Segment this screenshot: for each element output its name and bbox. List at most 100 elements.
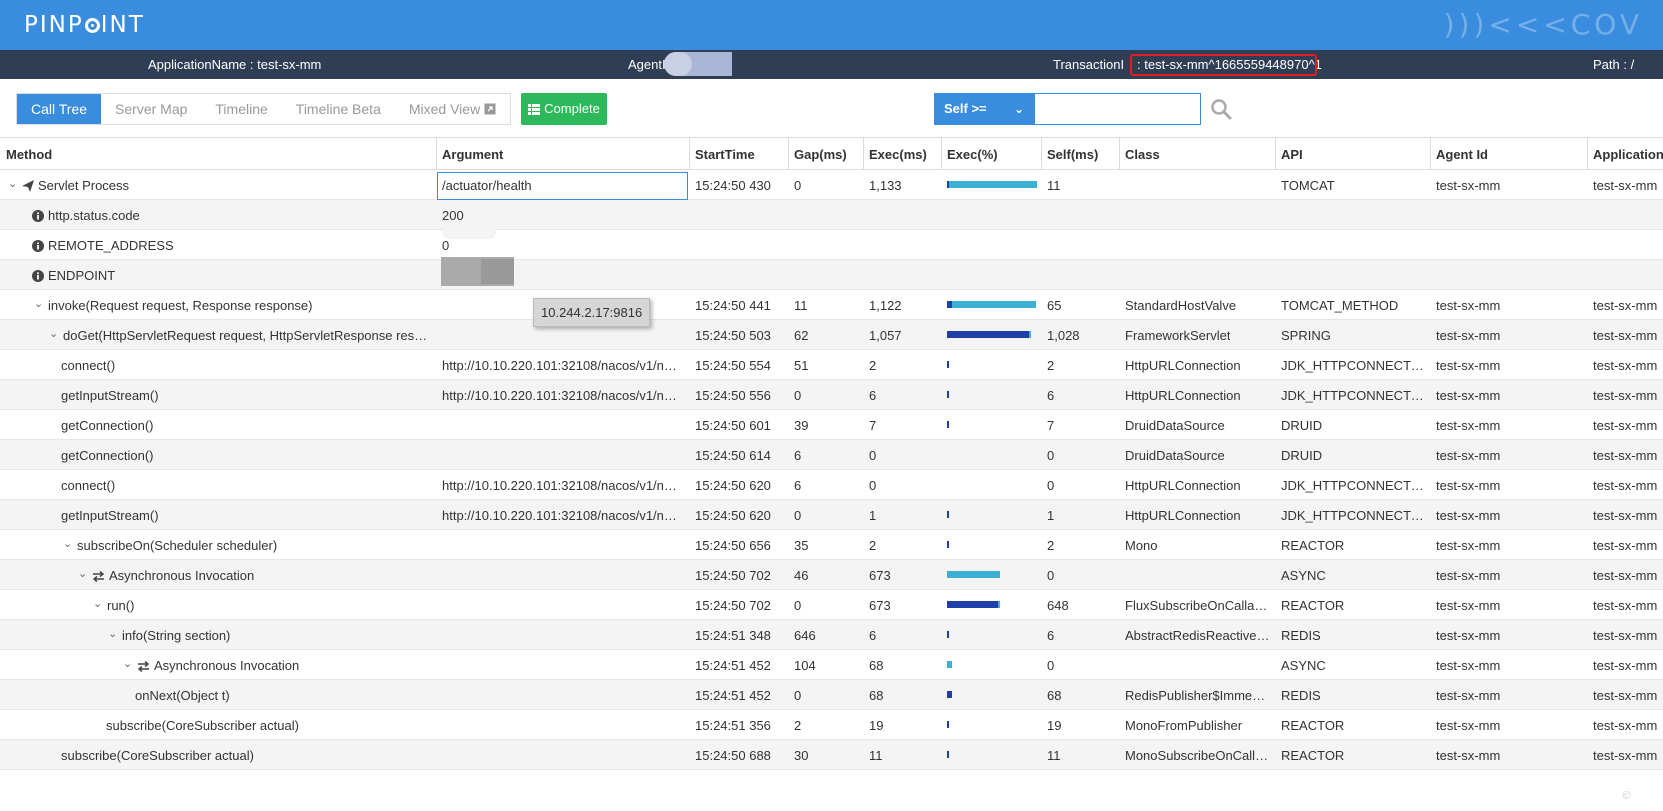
self-filter: Self >= ⌄ [934,93,1201,125]
col-starttime[interactable]: StartTime [695,147,755,162]
cell-method: getInputStream() [61,508,159,523]
self-bar-fill [947,511,949,518]
table-row[interactable]: getConnection() 15:24:50 601 39 7 7 DruidData… [0,410,1663,440]
table-row[interactable]: connect() http://10.10.220.101:32108/naco… [0,470,1663,500]
complete-button[interactable]: Complete [521,93,607,125]
tab-timeline[interactable]: Timeline [215,101,268,117]
table-row[interactable]: ⌄ invoke(Request request, Response respon… [0,290,1663,320]
cell-exec: 11 [869,748,883,763]
cell-application: test-sx-mm [1593,508,1658,523]
table-row[interactable]: subscribe(CoreSubscriber actual) 15:24:51… [0,710,1663,740]
cell-argument: http://10.10.220.101:32108/nacos/v1/ns/.… [442,388,682,403]
cell-method: invoke(Request request, Response respons… [48,298,313,313]
cell-argument: http://10.10.220.101:32108/nacos/v1/ns/.… [442,358,682,373]
tab-call-tree[interactable]: Call Tree [17,94,102,124]
col-api[interactable]: API [1281,147,1303,162]
cell-exec: 6 [869,628,877,643]
col-argument[interactable]: Argument [442,147,504,162]
table-row[interactable]: ⌄ subscribeOn(Scheduler scheduler) 15:24:5… [0,530,1663,560]
table-row[interactable]: ⌄ doGet(HttpServletRequest request, HttpS… [0,320,1663,350]
table-row[interactable]: ENDPOINT816 [0,260,1663,290]
table-row[interactable]: connect() http://10.10.220.101:32108/naco… [0,350,1663,380]
tab-mixed-view[interactable]: Mixed View [395,94,510,124]
table-row[interactable]: REMOTE_ADDRESS 0 [0,230,1663,260]
cell-exec: 68 [869,658,884,673]
cell-exec: 1,057 [869,328,902,343]
cell-starttime: 15:24:50 554 [695,358,771,373]
cell-agent-id: test-sx-mm [1436,748,1501,763]
cell-gap: 0 [794,598,802,613]
collapse-toggle-icon[interactable]: ⌄ [93,598,103,610]
table-row[interactable]: onNext(Object t) 15:24:51 452 0 68 68 RedisPu… [0,680,1663,710]
table-row[interactable]: getInputStream() http://10.10.220.101:321… [0,380,1663,410]
col-exec-pct[interactable]: Exec(%) [947,147,998,162]
table-row[interactable]: ⌄ info(String section) 15:24:51 348 646 6 6 Ab… [0,620,1663,650]
collapse-toggle-icon[interactable]: ⌄ [49,328,59,340]
cell-application: test-sx-mm [1593,748,1658,763]
cell-exec: 1,122 [869,298,902,313]
col-method[interactable]: Method [6,147,53,162]
redaction-mark [441,257,514,286]
cell-application: test-sx-mm [1593,448,1658,463]
tab-server-map[interactable]: Server Map [115,101,188,117]
pinpoint-logo[interactable]: PINP INT [24,12,145,38]
col-self[interactable]: Self(ms) [1047,147,1099,162]
cell-method: run() [107,598,135,613]
col-class[interactable]: Class [1125,147,1160,162]
col-application[interactable]: Application [1593,147,1663,162]
table-row[interactable]: http.status.code 200 [0,200,1663,230]
table-row[interactable]: ⌄ Servlet Process/actuator/health 15:24:50… [0,170,1663,200]
top-bar: PINP INT )))<<<COV [0,0,1663,50]
cell-gap: 62 [794,328,809,343]
cell-exec: 673 [869,568,891,583]
cell-method: Asynchronous Invocation [137,658,299,673]
self-bar-fill [947,421,949,428]
col-exec[interactable]: Exec(ms) [869,147,927,162]
cell-self: 2 [1047,538,1055,553]
col-gap[interactable]: Gap(ms) [794,147,847,162]
cell-exec: 2 [869,358,877,373]
cell-api: TOMCAT [1281,178,1335,193]
collapse-toggle-icon[interactable]: ⌄ [123,658,133,670]
list-icon [528,104,541,115]
cell-method: getInputStream() [61,388,159,403]
cell-self: 2 [1047,358,1055,373]
collapse-toggle-icon[interactable]: ⌄ [34,298,44,310]
table-row[interactable]: getInputStream() http://10.10.220.101:321… [0,500,1663,530]
col-agent-id[interactable]: Agent Id [1436,147,1488,162]
cell-gap: 0 [794,688,802,703]
argument-selection[interactable] [437,172,688,200]
exec-bar-fill [947,661,952,668]
collapse-toggle-icon[interactable]: ⌄ [78,568,88,580]
filter-input[interactable] [1034,93,1201,125]
collapse-toggle-icon[interactable]: ⌄ [108,628,118,640]
cell-gap: 6 [794,478,802,493]
cell-agent-id: test-sx-mm [1436,508,1501,523]
grid-header: Method Argument StartTime Gap(ms) Exec(m… [0,137,1663,170]
cell-self: 7 [1047,418,1055,433]
search-icon[interactable] [1210,98,1232,120]
cell-application: test-sx-mm [1593,328,1658,343]
cell-agent-id: test-sx-mm [1436,718,1501,733]
tab-timeline-beta[interactable]: Timeline Beta [295,101,381,117]
self-bar-fill [947,181,949,188]
exchange-icon [92,571,105,582]
table-row[interactable]: ⌄ Asynchronous Invocation 15:24:51 452 104 6… [0,650,1663,680]
cell-api: REACTOR [1281,598,1345,613]
self-bar-fill [947,301,952,308]
cell-method: subscribeOn(Scheduler scheduler) [77,538,278,553]
cell-starttime: 15:24:50 702 [695,598,771,613]
collapse-toggle-icon[interactable]: ⌄ [8,178,18,190]
collapse-toggle-icon[interactable]: ⌄ [63,538,73,550]
transaction-info-bar: ApplicationName : test-sx-mm AgentI Tran… [0,50,1663,79]
cell-method: onNext(Object t) [135,688,230,703]
table-row[interactable]: ⌄ Asynchronous Invocation 15:24:50 702 46 67… [0,560,1663,590]
table-row[interactable]: getConnection() 15:24:50 614 6 0 0 DruidDataS… [0,440,1663,470]
footer-watermark: © [1622,790,1649,802]
cell-api: TOMCAT_METHOD [1281,298,1399,313]
table-row[interactable]: subscribe(CoreSubscriber actual) 15:24:50… [0,740,1663,770]
filter-select[interactable]: Self >= ⌄ [934,93,1034,125]
cell-api: SPRING [1281,328,1331,343]
table-row[interactable]: ⌄ run() 15:24:50 702 0 673 648 FluxSubscribeOn… [0,590,1663,620]
cell-argument: 200 [442,208,464,223]
